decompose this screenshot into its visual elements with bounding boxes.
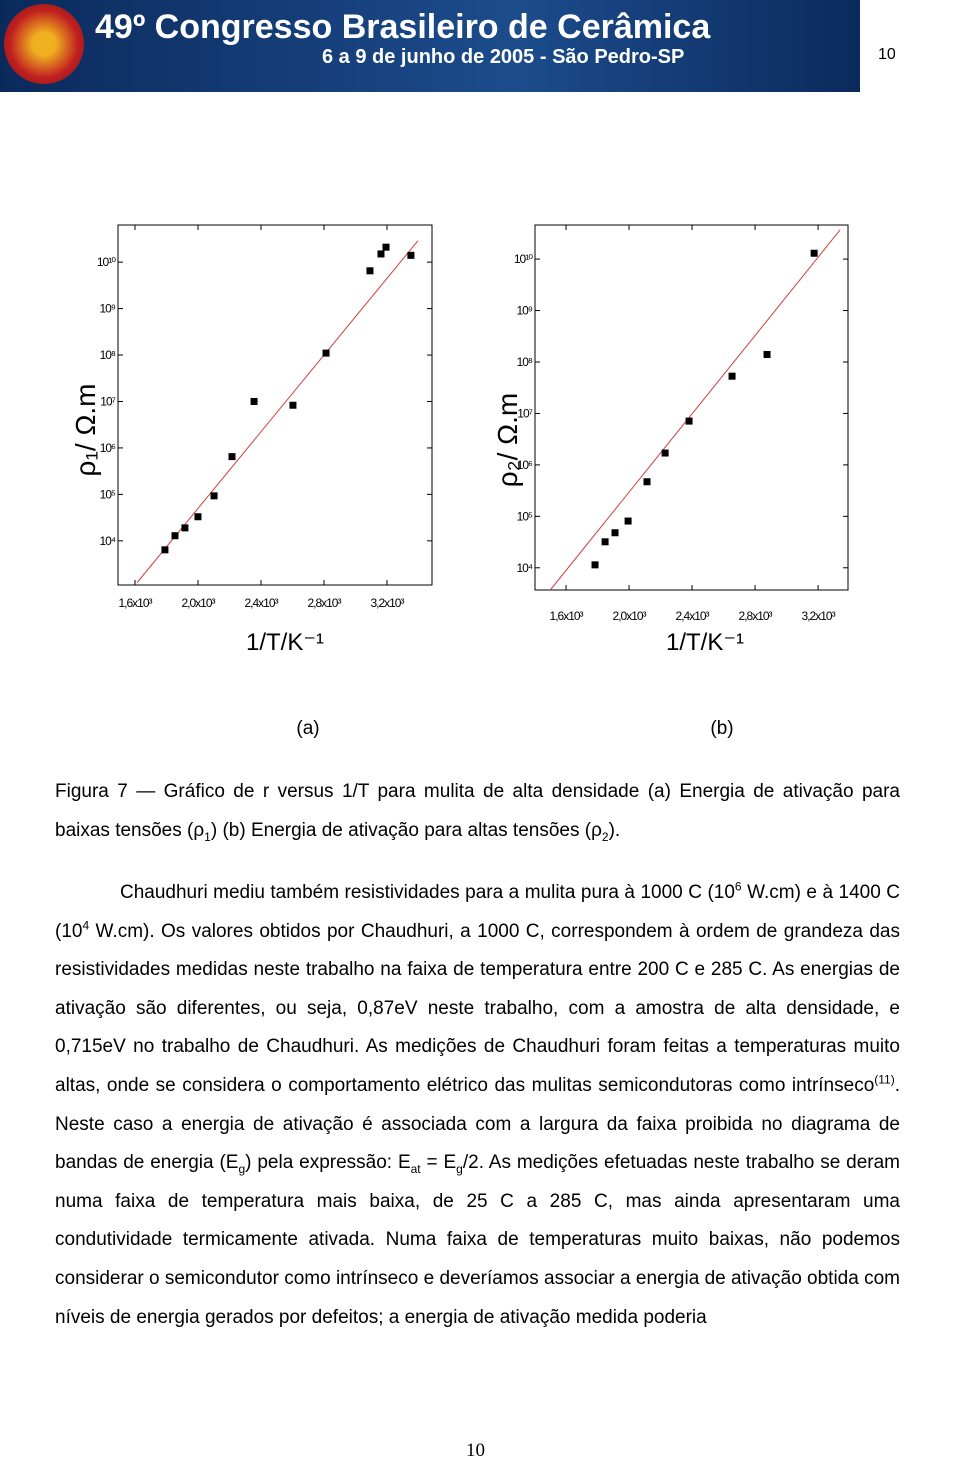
figure-caption: Figura 7 — Gráfico de r versus 1/T para … xyxy=(55,772,900,850)
y-tick-label: 10⁸ xyxy=(517,355,533,369)
logo xyxy=(4,4,84,84)
footer-page-number: 10 xyxy=(466,1440,485,1461)
x-tick-label: 3,2x10³ xyxy=(370,596,404,610)
x-tick-label: 2,0x10³ xyxy=(181,596,215,610)
x-tick-label: 1,6x10³ xyxy=(550,609,584,623)
text-run: ) pela expressão: E xyxy=(245,1152,411,1174)
x-tick-label: 1,6x10³ xyxy=(118,596,152,610)
text-run: Figura 7 — Gráfico de r versus 1/T para … xyxy=(55,781,900,841)
x-tick-label: 2,4x10³ xyxy=(244,596,278,610)
banner: 49º Congresso Brasileiro de Cerâmica 6 a… xyxy=(0,0,860,92)
y-axis-title: ρ₂/ Ω.m xyxy=(492,393,523,487)
y-tick-label: 10⁶ xyxy=(100,441,116,455)
y-tick-label: 10⁵ xyxy=(517,509,533,523)
data-point xyxy=(407,251,415,259)
data-point xyxy=(194,513,202,521)
plot-frame xyxy=(117,224,433,586)
y-tick-label: 10⁷ xyxy=(517,406,532,420)
x-axis-title: 1/T/K⁻¹ xyxy=(666,629,744,656)
y-tick-label: 10⁶ xyxy=(517,458,533,472)
text-run: W.cm). Os valores obtidos por Chaudhuri,… xyxy=(55,920,900,1096)
data-point xyxy=(382,243,390,251)
data-point xyxy=(210,492,218,500)
fit-line xyxy=(549,229,841,591)
data-point xyxy=(228,453,236,461)
data-point xyxy=(643,478,651,486)
text-run: Chaudhuri mediu também resistividades pa… xyxy=(120,882,735,903)
text-run: 6 xyxy=(734,879,742,894)
text-run: 1 xyxy=(204,829,211,844)
data-point xyxy=(611,529,619,537)
data-point xyxy=(810,249,818,257)
y-axis-title: ρ₁/ Ω.m xyxy=(70,384,101,477)
data-point xyxy=(322,349,330,357)
banner-title: 49º Congresso Brasileiro de Cerâmica xyxy=(95,8,711,46)
data-point xyxy=(161,546,169,554)
text-run: /2. As medições efetuadas neste trabalho… xyxy=(55,1152,901,1328)
x-tick-label: 2,8x10³ xyxy=(307,596,341,610)
data-point xyxy=(366,267,374,275)
data-point xyxy=(728,372,736,380)
x-tick-label: 3,2x10³ xyxy=(802,609,836,623)
data-point xyxy=(171,532,179,540)
text-run: (11) xyxy=(874,1072,895,1087)
x-tick-label: 2,8x10³ xyxy=(739,609,773,623)
x-tick-label: 2,4x10³ xyxy=(676,609,710,623)
y-tick-label: 10¹⁰ xyxy=(514,252,533,266)
y-tick-label: 10⁴ xyxy=(99,534,115,548)
data-point xyxy=(181,524,189,532)
text-run: = E xyxy=(420,1152,457,1174)
y-tick-label: 10⁹ xyxy=(100,302,116,316)
text-run: . Neste caso a energia de ativação é ass… xyxy=(55,1074,900,1174)
banner-subtitle: 6 a 9 de junho de 2005 - São Pedro-SP xyxy=(322,46,685,68)
text-run: g xyxy=(456,1161,463,1176)
fit-line xyxy=(136,240,419,583)
data-point xyxy=(624,517,632,525)
data-point xyxy=(377,250,385,258)
y-tick-label: 10¹⁰ xyxy=(97,255,116,269)
y-tick-label: 10⁴ xyxy=(516,561,532,575)
x-tick-label: 2,0x10³ xyxy=(613,609,647,623)
x-axis-title: 1/T/K⁻¹ xyxy=(246,629,324,656)
data-point xyxy=(661,449,669,457)
plot-frame xyxy=(534,224,849,591)
paragraph: Chaudhuri mediu também resistividades pa… xyxy=(55,874,900,1337)
data-point xyxy=(685,417,693,425)
text-run: g xyxy=(238,1161,246,1176)
data-point xyxy=(250,397,258,405)
data-point xyxy=(763,350,771,358)
page-number: 10 xyxy=(878,46,896,63)
text-run: 4 xyxy=(82,918,90,933)
y-tick-label: 10⁵ xyxy=(100,487,116,501)
panel-label: (a) xyxy=(296,718,319,739)
text-run: ). xyxy=(608,820,621,841)
y-tick-label: 10⁸ xyxy=(100,348,116,362)
y-tick-label: 10⁹ xyxy=(517,304,533,318)
data-point xyxy=(289,401,297,409)
charts: 1,6x10³ 2,0x10³ 2,4x10³ 2,8x10³ 3,2x10³ 10⁴ 10… xyxy=(70,224,849,739)
text-run: W.cm) e à 1400 C (10 xyxy=(55,882,900,942)
text-run: ) (b) Energia de ativação para altas ten… xyxy=(210,820,602,841)
text-run: at xyxy=(410,1161,421,1176)
panel-label: (b) xyxy=(710,718,733,739)
data-point xyxy=(591,561,599,569)
data-point xyxy=(601,538,609,546)
y-tick-label: 10⁷ xyxy=(100,394,115,408)
text-run: 2 xyxy=(601,829,609,844)
